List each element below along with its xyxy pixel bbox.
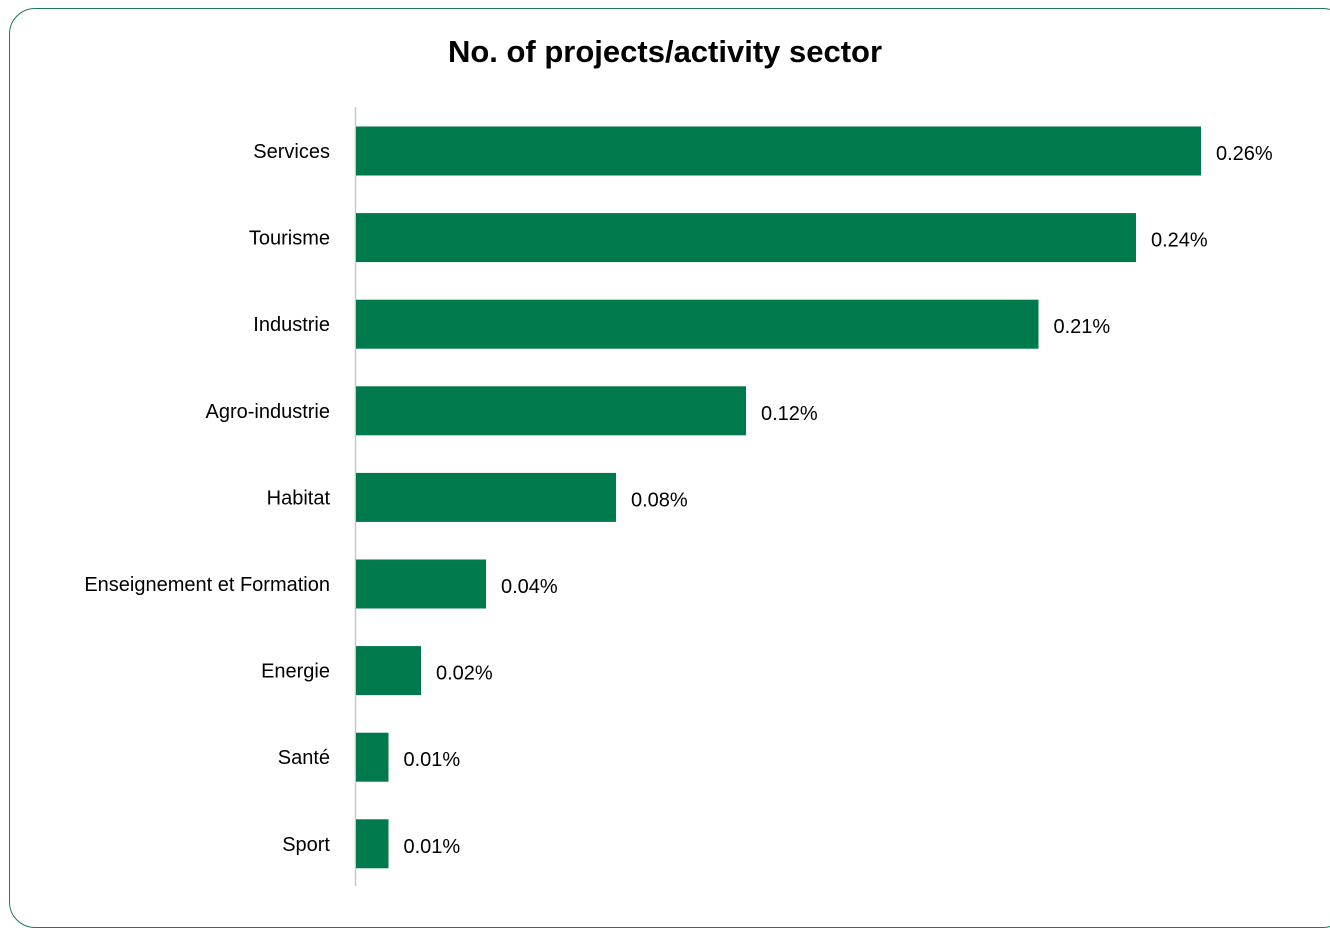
category-label-tourisme: Tourisme [249,228,330,250]
bar-habitat [356,472,616,522]
bar-services [356,126,1201,176]
bar-industrie [356,299,1039,349]
bar-energie [356,646,421,696]
bar-tourisme [356,213,1136,263]
value-label-sante: 0.01% [404,749,461,771]
bar-sante [356,732,389,782]
value-label-habitat: 0.08% [631,489,688,511]
value-label-industrie: 0.21% [1054,316,1111,338]
value-label-energie: 0.02% [436,663,493,685]
value-label-tourisme: 0.24% [1151,230,1208,252]
bar-chart: Services 0.26% Tourisme 0.24% Industrie 0.21%… [84,107,1273,886]
value-label-enseignement-et-formation: 0.04% [501,576,558,598]
category-label-habitat: Habitat [267,487,331,509]
bar-agro-industrie [356,386,746,436]
bar-sport [356,819,389,869]
category-label-services: Services [253,141,330,163]
category-label-industrie: Industrie [253,314,330,336]
category-label-sport: Sport [282,834,330,856]
value-label-sport: 0.01% [404,836,461,858]
value-label-services: 0.26% [1216,143,1273,165]
category-label-sante: Santé [278,747,330,769]
bars-layer: Services 0.26% Tourisme 0.24% Industrie 0.21%… [84,126,1273,869]
category-label-enseignement-et-formation: Enseignement et Formation [84,574,330,596]
bar-enseignement-et-formation [356,559,486,609]
value-label-agro-industrie: 0.12% [761,403,818,425]
chart-title: No. of projects/activity sector [447,34,883,69]
category-label-energie: Energie [261,661,330,683]
category-label-agro-industrie: Agro-industrie [205,401,330,423]
